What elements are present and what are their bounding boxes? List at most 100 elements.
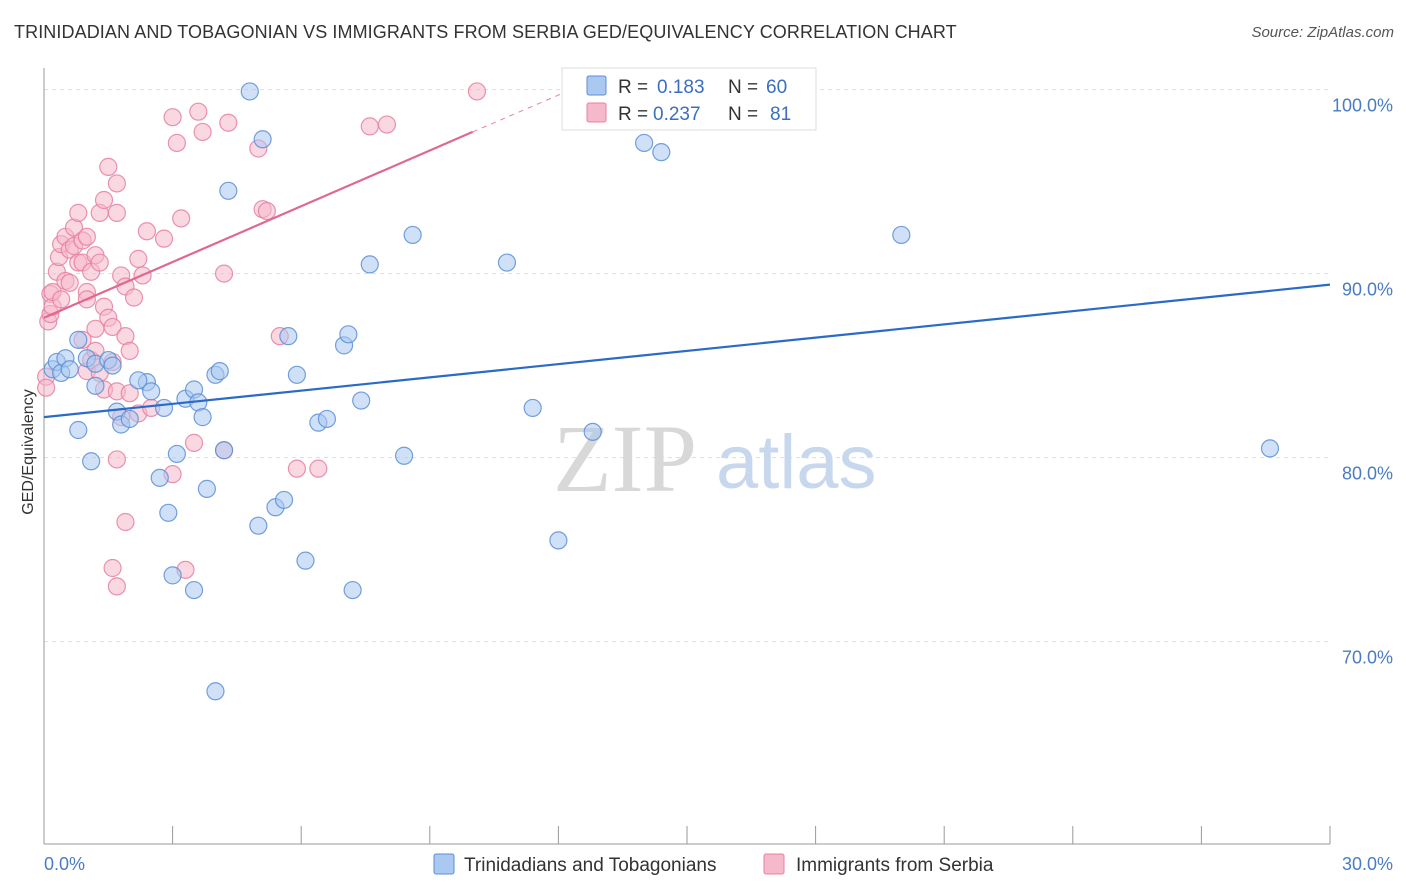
trinidadian-point (287, 365, 307, 384)
series-trinidadian-points (43, 82, 1280, 701)
serbia-point (257, 201, 277, 221)
trinidadian-point (167, 444, 186, 464)
legend-n-label-pink: N = (728, 104, 758, 125)
trinidadian-point (60, 360, 79, 379)
trinidadian-point (274, 490, 294, 510)
legend-swatch-blue (586, 75, 607, 96)
legend-r-value-blue: 0.183 (657, 77, 705, 98)
trinidadian-point (214, 441, 234, 460)
trinidadian-point (142, 382, 161, 401)
serbia-point (52, 290, 71, 309)
serbia-point (172, 209, 191, 228)
trinidadian-point (523, 398, 542, 418)
serbia-point (103, 558, 122, 578)
watermark-atlas: atlas (716, 420, 877, 505)
x-tick-label-max: 30.0% (1342, 854, 1393, 874)
serbia-point (154, 229, 174, 248)
y-tick-label-100: 100.0% (1332, 96, 1393, 116)
serbia-point (107, 174, 126, 193)
serbia-point (167, 133, 186, 153)
legend-swatch-pink (586, 102, 607, 123)
trinidadian-point (652, 143, 671, 162)
trinidadian-point (184, 580, 204, 600)
serbia-point (360, 117, 379, 136)
legend-top: R = 0.183 N = 60 R = 0.237 N = 81 (561, 67, 817, 131)
trinidadian-point (1260, 439, 1280, 458)
legend-r-label-blue: R = (618, 77, 648, 98)
trend-line-serbia-extension (472, 87, 576, 133)
serbia-point (124, 288, 144, 307)
serbia-point (107, 203, 126, 222)
serbia-point (120, 341, 139, 360)
series-serbia-points (37, 82, 487, 596)
trinidadian-point (635, 133, 654, 153)
serbia-point (219, 113, 238, 132)
trinidadian-point (163, 566, 182, 585)
bottom-legend-swatch-blue (433, 853, 455, 875)
serbia-point (184, 433, 204, 452)
trinidadian-point (82, 452, 101, 471)
serbia-point (137, 222, 156, 241)
trinidadian-point (343, 580, 362, 600)
legend-n-value-blue: 60 (766, 77, 787, 98)
serbia-point (107, 450, 126, 469)
trinidadian-point (210, 362, 229, 381)
serbia-point (163, 108, 182, 127)
serbia-point (467, 82, 487, 101)
trinidadian-point (549, 531, 568, 550)
y-tick-label-90: 90.0% (1342, 280, 1393, 300)
legend-r-value-pink: 0.237 (653, 104, 701, 125)
serbia-point (129, 249, 148, 268)
y-tick-label-80: 80.0% (1342, 464, 1393, 484)
serbia-point (60, 273, 79, 292)
serbia-point (377, 115, 397, 134)
y-axis-label: GED/Equivalency (20, 389, 37, 514)
trend-line-serbia (43, 130, 474, 319)
serbia-point (193, 122, 212, 142)
trinidadian-point (219, 181, 238, 200)
bottom-legend-swatch-pink (763, 853, 785, 875)
trinidadian-point (394, 446, 414, 465)
trinidadian-point (583, 422, 602, 441)
x-tick-label-min: 0.0% (44, 854, 85, 874)
legend-n-label-blue: N = (728, 77, 758, 98)
trinidadian-point (86, 376, 105, 395)
chart-title: TRINIDADIAN AND TOBAGONIAN VS IMMIGRANTS… (14, 22, 957, 42)
trinidadian-point (403, 225, 422, 245)
serbia-point (107, 577, 126, 596)
trinidadian-point (253, 130, 272, 149)
legend-n-value-pink: 81 (770, 104, 791, 125)
serbia-point (94, 190, 114, 210)
trinidadian-point (352, 391, 371, 410)
serbia-point (90, 253, 109, 272)
watermark-zip: ZIP (553, 405, 697, 512)
serbia-point (120, 384, 139, 403)
trinidadian-point (120, 409, 139, 429)
legend-bottom: Trinidadians and Tobagonians Immigrants … (433, 853, 994, 876)
trinidadian-point (193, 408, 212, 427)
trinidadian-point (154, 398, 174, 418)
serbia-point (214, 264, 234, 283)
watermark: ZIP atlas (553, 405, 877, 512)
tick-labels: 70.0% 80.0% 90.0% 100.0% 0.0% 30.0% (44, 96, 1393, 874)
serbia-point (99, 157, 118, 176)
bottom-legend-label-pink: Immigrants from Serbia (796, 855, 994, 876)
trinidadian-point (497, 253, 517, 272)
serbia-point (37, 378, 56, 397)
y-tick-label-70: 70.0% (1342, 648, 1393, 668)
trinidadian-point (69, 330, 88, 349)
serbia-point (77, 227, 96, 246)
serbia-point (116, 512, 135, 532)
trinidadian-point (892, 225, 911, 245)
trinidadian-point (360, 255, 379, 274)
trinidadian-point (206, 682, 225, 701)
trinidadian-point (103, 356, 122, 375)
trinidadian-point (249, 516, 268, 535)
trinidadian-point (240, 82, 259, 101)
trinidadian-point (296, 551, 315, 570)
serbia-point (103, 317, 122, 337)
trinidadian-point (129, 371, 148, 390)
trinidadian-point (197, 479, 216, 498)
trend-lines (43, 87, 1331, 419)
